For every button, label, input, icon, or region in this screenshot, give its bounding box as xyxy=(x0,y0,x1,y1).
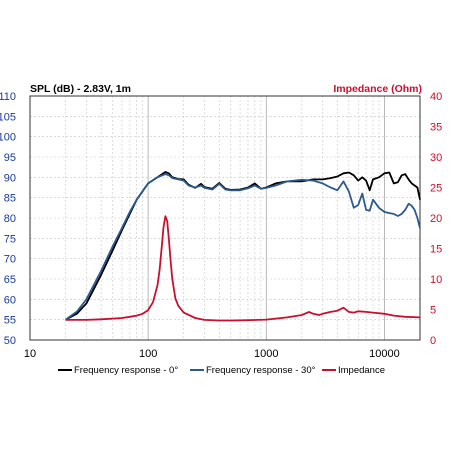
left-axis-ticks: 110 105 100 95 90 85 80 75 70 65 60 55 50 xyxy=(0,91,16,347)
legend-label: Frequency response - 0° xyxy=(74,365,178,376)
plot-frame xyxy=(29,95,421,341)
left-axis-tick-label: 100 xyxy=(0,132,16,144)
right-axis-tick-label: 10 xyxy=(430,274,442,286)
legend-label: Impedance xyxy=(338,365,385,376)
left-axis-tick-label: 90 xyxy=(4,172,16,184)
left-axis-tick-label: 105 xyxy=(0,111,16,123)
left-axis-tick-label: 80 xyxy=(4,213,16,225)
left-axis-tick-label: 95 xyxy=(4,152,16,164)
series-line-30deg xyxy=(65,173,421,321)
legend-label: Frequency response - 30° xyxy=(206,365,316,376)
left-axis-title: SPL (dB) - 2.83V, 1m xyxy=(30,83,131,95)
series-layer xyxy=(65,171,421,322)
series-line-impedance xyxy=(65,215,421,322)
right-axis-tick-label: 25 xyxy=(430,183,442,195)
x-axis-tick-label: 10000 xyxy=(369,348,400,360)
x-axis-tick-label: 10 xyxy=(24,348,36,360)
right-axis-tick-label: 5 xyxy=(430,305,436,317)
x-axis-tick-label: 100 xyxy=(139,348,157,360)
left-axis-tick-label: 70 xyxy=(4,254,16,266)
left-axis-tick-label: 110 xyxy=(0,91,16,103)
left-axis-tick-label: 60 xyxy=(4,294,16,306)
left-axis-tick-label: 75 xyxy=(4,233,16,245)
left-axis-tick-label: 65 xyxy=(4,274,16,286)
right-axis-title: Impedance (Ohm) xyxy=(333,83,422,95)
legend: Frequency response - 0° Frequency respons… xyxy=(58,365,385,376)
right-axis-tick-label: 30 xyxy=(430,152,442,164)
left-axis-tick-label: 55 xyxy=(4,315,16,327)
x-axis-tick-label: 1000 xyxy=(254,348,278,360)
right-axis-tick-label: 0 xyxy=(430,335,436,347)
right-axis-tick-label: 15 xyxy=(430,244,442,256)
right-axis-tick-label: 40 xyxy=(430,91,442,103)
right-axis-tick-label: 20 xyxy=(430,213,442,225)
x-axis-ticks: 10 100 1000 10000 xyxy=(24,348,400,360)
left-axis-tick-label: 50 xyxy=(4,335,16,347)
right-axis-tick-label: 35 xyxy=(430,122,442,134)
left-axis-tick-label: 85 xyxy=(4,193,16,205)
right-axis-ticks: 40 35 30 25 20 15 10 5 0 xyxy=(430,91,442,347)
